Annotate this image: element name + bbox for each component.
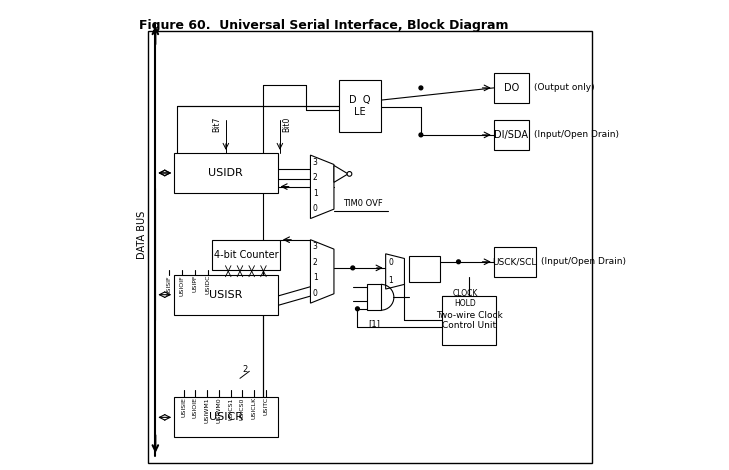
Text: CLOCK
HOLD: CLOCK HOLD bbox=[453, 289, 478, 308]
Polygon shape bbox=[334, 165, 348, 182]
Text: USICS0: USICS0 bbox=[240, 397, 245, 420]
Text: 2: 2 bbox=[313, 173, 318, 182]
Text: 0: 0 bbox=[388, 258, 393, 267]
Text: USITC: USITC bbox=[263, 397, 268, 415]
Text: Two-wire Clock
Control Unit: Two-wire Clock Control Unit bbox=[436, 311, 502, 330]
Circle shape bbox=[351, 266, 354, 270]
Polygon shape bbox=[311, 155, 334, 219]
Text: DATA BUS: DATA BUS bbox=[137, 211, 147, 259]
Text: USIOIF: USIOIF bbox=[179, 275, 184, 296]
Text: (Input/Open Drain): (Input/Open Drain) bbox=[534, 130, 619, 140]
Text: USICS1: USICS1 bbox=[228, 397, 233, 420]
FancyBboxPatch shape bbox=[174, 153, 278, 193]
FancyBboxPatch shape bbox=[174, 275, 278, 315]
Text: DO: DO bbox=[504, 83, 519, 93]
Text: 2: 2 bbox=[242, 365, 247, 374]
Text: 2: 2 bbox=[313, 258, 318, 267]
Circle shape bbox=[456, 260, 461, 264]
FancyBboxPatch shape bbox=[442, 296, 496, 345]
Text: USIOIE: USIOIE bbox=[192, 397, 198, 418]
Text: 1: 1 bbox=[388, 276, 393, 285]
Circle shape bbox=[347, 172, 352, 176]
Text: (Input/Open Drain): (Input/Open Drain) bbox=[541, 257, 625, 266]
Text: USIPF: USIPF bbox=[192, 275, 198, 292]
Text: 1: 1 bbox=[313, 188, 318, 198]
Text: Bit7: Bit7 bbox=[212, 116, 221, 132]
Text: (Output only): (Output only) bbox=[534, 83, 594, 93]
Polygon shape bbox=[386, 254, 405, 289]
Text: Figure 60.  Universal Serial Interface, Block Diagram: Figure 60. Universal Serial Interface, B… bbox=[139, 19, 508, 32]
Text: USICR: USICR bbox=[208, 412, 243, 422]
Text: USICLK: USICLK bbox=[252, 397, 257, 419]
Text: USIWM0: USIWM0 bbox=[217, 397, 222, 423]
Text: USISIF: USISIF bbox=[167, 275, 172, 295]
FancyBboxPatch shape bbox=[339, 80, 381, 132]
FancyBboxPatch shape bbox=[494, 247, 536, 277]
Text: D  Q
LE: D Q LE bbox=[349, 95, 370, 117]
Text: 0: 0 bbox=[313, 204, 318, 213]
Text: TIM0 OVF: TIM0 OVF bbox=[343, 199, 383, 208]
FancyBboxPatch shape bbox=[494, 73, 529, 103]
Text: USCK/SCL: USCK/SCL bbox=[493, 258, 537, 266]
Text: DI/SDA: DI/SDA bbox=[494, 130, 529, 140]
Text: Bit0: Bit0 bbox=[282, 116, 292, 132]
Text: 1: 1 bbox=[313, 273, 318, 282]
Text: [1]: [1] bbox=[368, 319, 380, 328]
Text: 3: 3 bbox=[313, 242, 318, 251]
Polygon shape bbox=[311, 240, 334, 303]
FancyBboxPatch shape bbox=[494, 120, 529, 150]
FancyBboxPatch shape bbox=[409, 256, 440, 282]
FancyBboxPatch shape bbox=[367, 284, 381, 310]
FancyBboxPatch shape bbox=[211, 240, 280, 270]
Text: USISR: USISR bbox=[209, 290, 243, 300]
Text: 4-bit Counter: 4-bit Counter bbox=[214, 250, 278, 260]
Text: USISIE: USISIE bbox=[181, 397, 186, 417]
Text: USIDR: USIDR bbox=[208, 168, 243, 178]
Circle shape bbox=[356, 307, 359, 311]
Text: 0: 0 bbox=[313, 289, 318, 298]
Text: USIWM1: USIWM1 bbox=[205, 397, 209, 423]
Text: 3: 3 bbox=[313, 157, 318, 167]
Circle shape bbox=[419, 133, 423, 137]
Text: USIDC: USIDC bbox=[205, 275, 210, 294]
FancyBboxPatch shape bbox=[174, 397, 278, 437]
Circle shape bbox=[419, 86, 423, 90]
